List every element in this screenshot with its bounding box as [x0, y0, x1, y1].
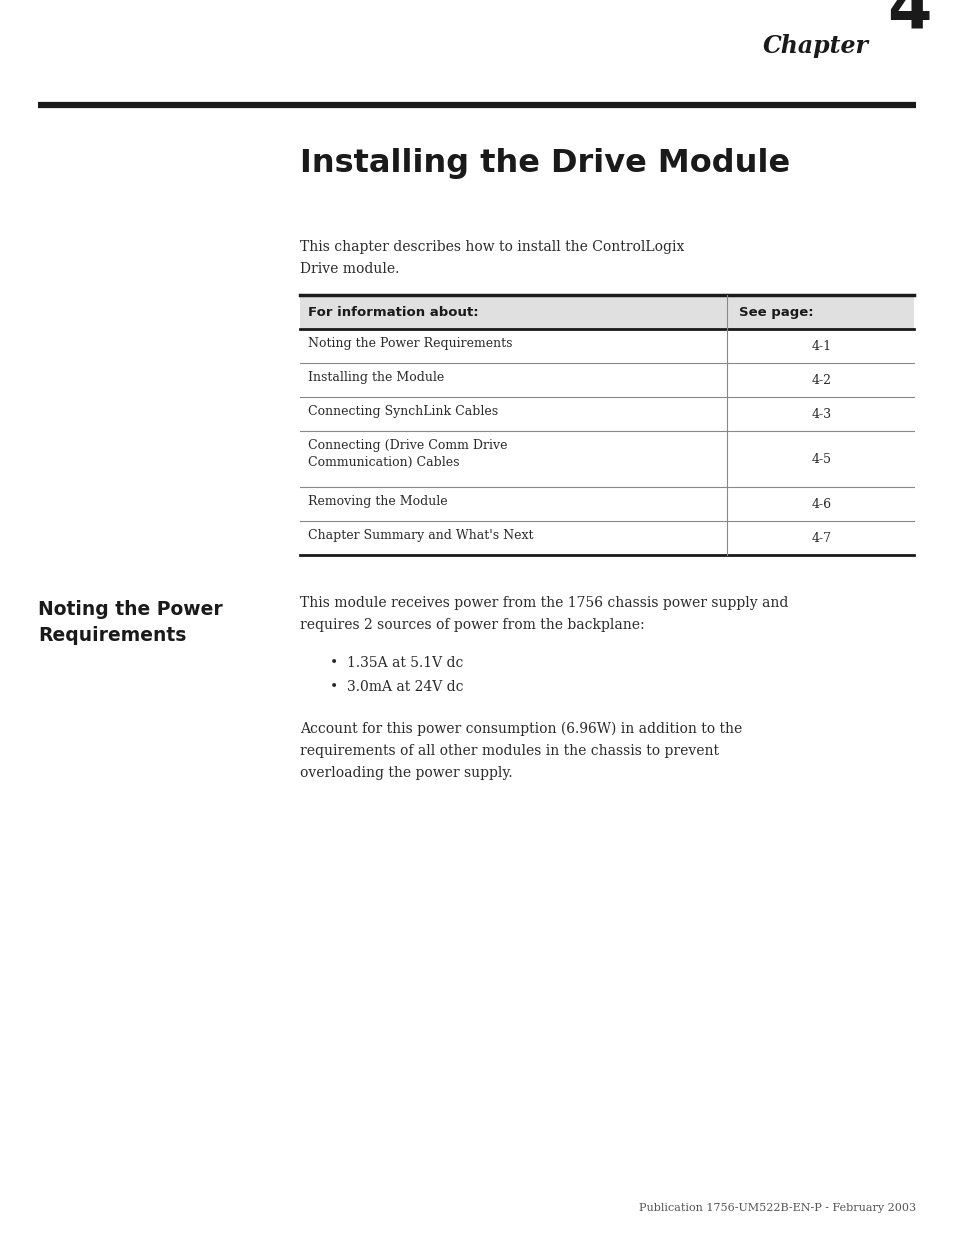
Text: Installing the Module: Installing the Module: [308, 370, 444, 384]
Text: For information about:: For information about:: [308, 306, 478, 318]
Text: Chapter Summary and What's Next: Chapter Summary and What's Next: [308, 530, 533, 542]
Text: Removing the Module: Removing the Module: [308, 495, 447, 508]
Text: Publication 1756-UM522B-EN-P - February 2003: Publication 1756-UM522B-EN-P - February …: [639, 1203, 915, 1213]
Text: requirements of all other modules in the chassis to prevent: requirements of all other modules in the…: [299, 745, 719, 758]
Text: 4: 4: [886, 0, 931, 42]
Text: Drive module.: Drive module.: [299, 262, 399, 276]
Text: Noting the Power Requirements: Noting the Power Requirements: [308, 337, 512, 351]
Text: •  1.35A at 5.1V dc: • 1.35A at 5.1V dc: [330, 656, 463, 670]
Text: Connecting (Drive Comm Drive
Communication) Cables: Connecting (Drive Comm Drive Communicati…: [308, 439, 507, 469]
Text: This module receives power from the 1756 chassis power supply and: This module receives power from the 1756…: [299, 595, 787, 610]
Text: See page:: See page:: [738, 306, 813, 318]
Text: 4-3: 4-3: [811, 408, 831, 420]
Text: Account for this power consumption (6.96W) in addition to the: Account for this power consumption (6.96…: [299, 722, 741, 736]
Bar: [299, 295, 913, 329]
Text: 4-1: 4-1: [811, 339, 831, 353]
Text: •  3.0mA at 24V dc: • 3.0mA at 24V dc: [330, 680, 463, 694]
Text: 4-7: 4-7: [811, 532, 831, 544]
Text: 4-2: 4-2: [811, 373, 831, 387]
Text: 4-6: 4-6: [811, 497, 831, 511]
Text: Requirements: Requirements: [38, 626, 186, 645]
Text: overloading the power supply.: overloading the power supply.: [299, 766, 512, 781]
Text: Installing the Drive Module: Installing the Drive Module: [299, 148, 789, 179]
Text: This chapter describes how to install the ControlLogix: This chapter describes how to install th…: [299, 240, 683, 254]
Text: 4-5: 4-5: [811, 452, 831, 465]
Text: Connecting SynchLink Cables: Connecting SynchLink Cables: [308, 405, 497, 418]
Text: Chapter: Chapter: [762, 34, 868, 58]
Text: requires 2 sources of power from the backplane:: requires 2 sources of power from the bac…: [299, 618, 644, 631]
Text: Noting the Power: Noting the Power: [38, 600, 222, 619]
